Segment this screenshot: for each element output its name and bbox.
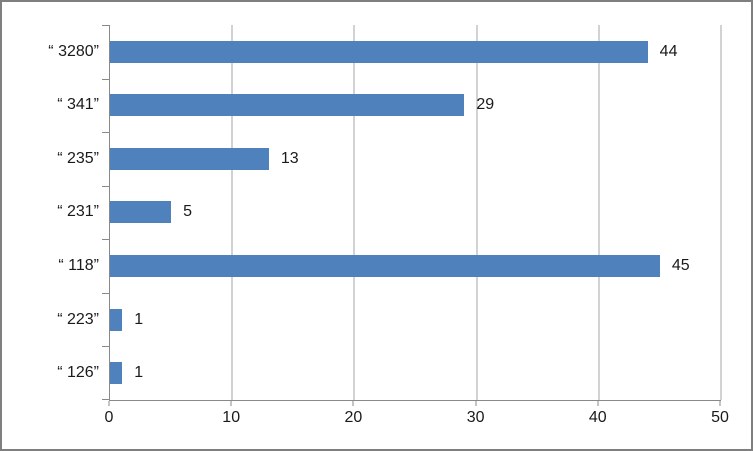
category-label: “ 118” [58,257,99,275]
y-tick [102,346,109,348]
bar-row: 29 [110,79,721,133]
bar-value-label: 44 [659,42,678,60]
bar-value-label: 13 [280,149,299,167]
gridline [720,25,722,400]
bar [110,147,269,170]
bar [110,40,648,63]
x-tick-label: 0 [104,409,114,426]
bar-value-label: 29 [476,96,495,114]
y-axis-labels: “ 3280” “ 341” “ 235” “ 231” “ 118” “ 223” “ 1… [2,25,99,400]
x-tick-label: 30 [466,409,485,426]
bar-row: 13 [110,132,721,186]
bar-row: 5 [110,186,721,240]
y-axis-ticks [102,25,109,400]
bar [110,94,465,117]
x-tick-label: 40 [588,409,607,426]
gridline [476,25,478,400]
bar-row: 1 [110,346,721,400]
bar-value-label: 45 [671,257,690,275]
bar-value-label: 5 [183,203,192,221]
x-tick [352,401,354,406]
plot-area: 44 29 13 5 45 1 1 [109,25,722,401]
y-tick [102,78,109,80]
category-label: “ 341” [57,96,99,114]
category-label: “ 3280” [48,42,99,60]
y-tick [102,25,109,26]
bar-row: 1 [110,293,721,347]
x-tick [719,401,721,406]
y-tick [102,292,109,294]
x-tick [597,401,599,406]
y-tick [102,399,109,400]
bar [110,255,660,278]
category-label: “ 223” [57,310,99,328]
bar [110,201,172,224]
x-tick [230,401,232,406]
x-tick-label: 20 [344,409,363,426]
bar-value-label: 1 [134,310,144,328]
bar-row: 44 [110,25,721,79]
bar [110,362,123,385]
category-label: “ 231” [57,203,99,221]
x-tick [108,401,110,406]
gridline [353,25,355,400]
y-tick [102,185,109,187]
category-label: “ 235” [57,149,99,167]
x-axis-labels: 0 10 20 30 40 50 [105,409,729,431]
x-tick [475,401,477,406]
gridline [231,25,233,400]
gridline [598,25,600,400]
y-tick [102,239,109,241]
category-label: “ 126” [57,364,99,382]
bar-value-label: 1 [134,364,144,382]
x-axis-ticks [108,401,721,406]
y-tick [102,132,109,134]
x-tick-label: 50 [711,409,729,426]
bar-row: 45 [110,239,721,293]
x-tick-label: 10 [222,409,241,426]
bar [110,308,123,331]
